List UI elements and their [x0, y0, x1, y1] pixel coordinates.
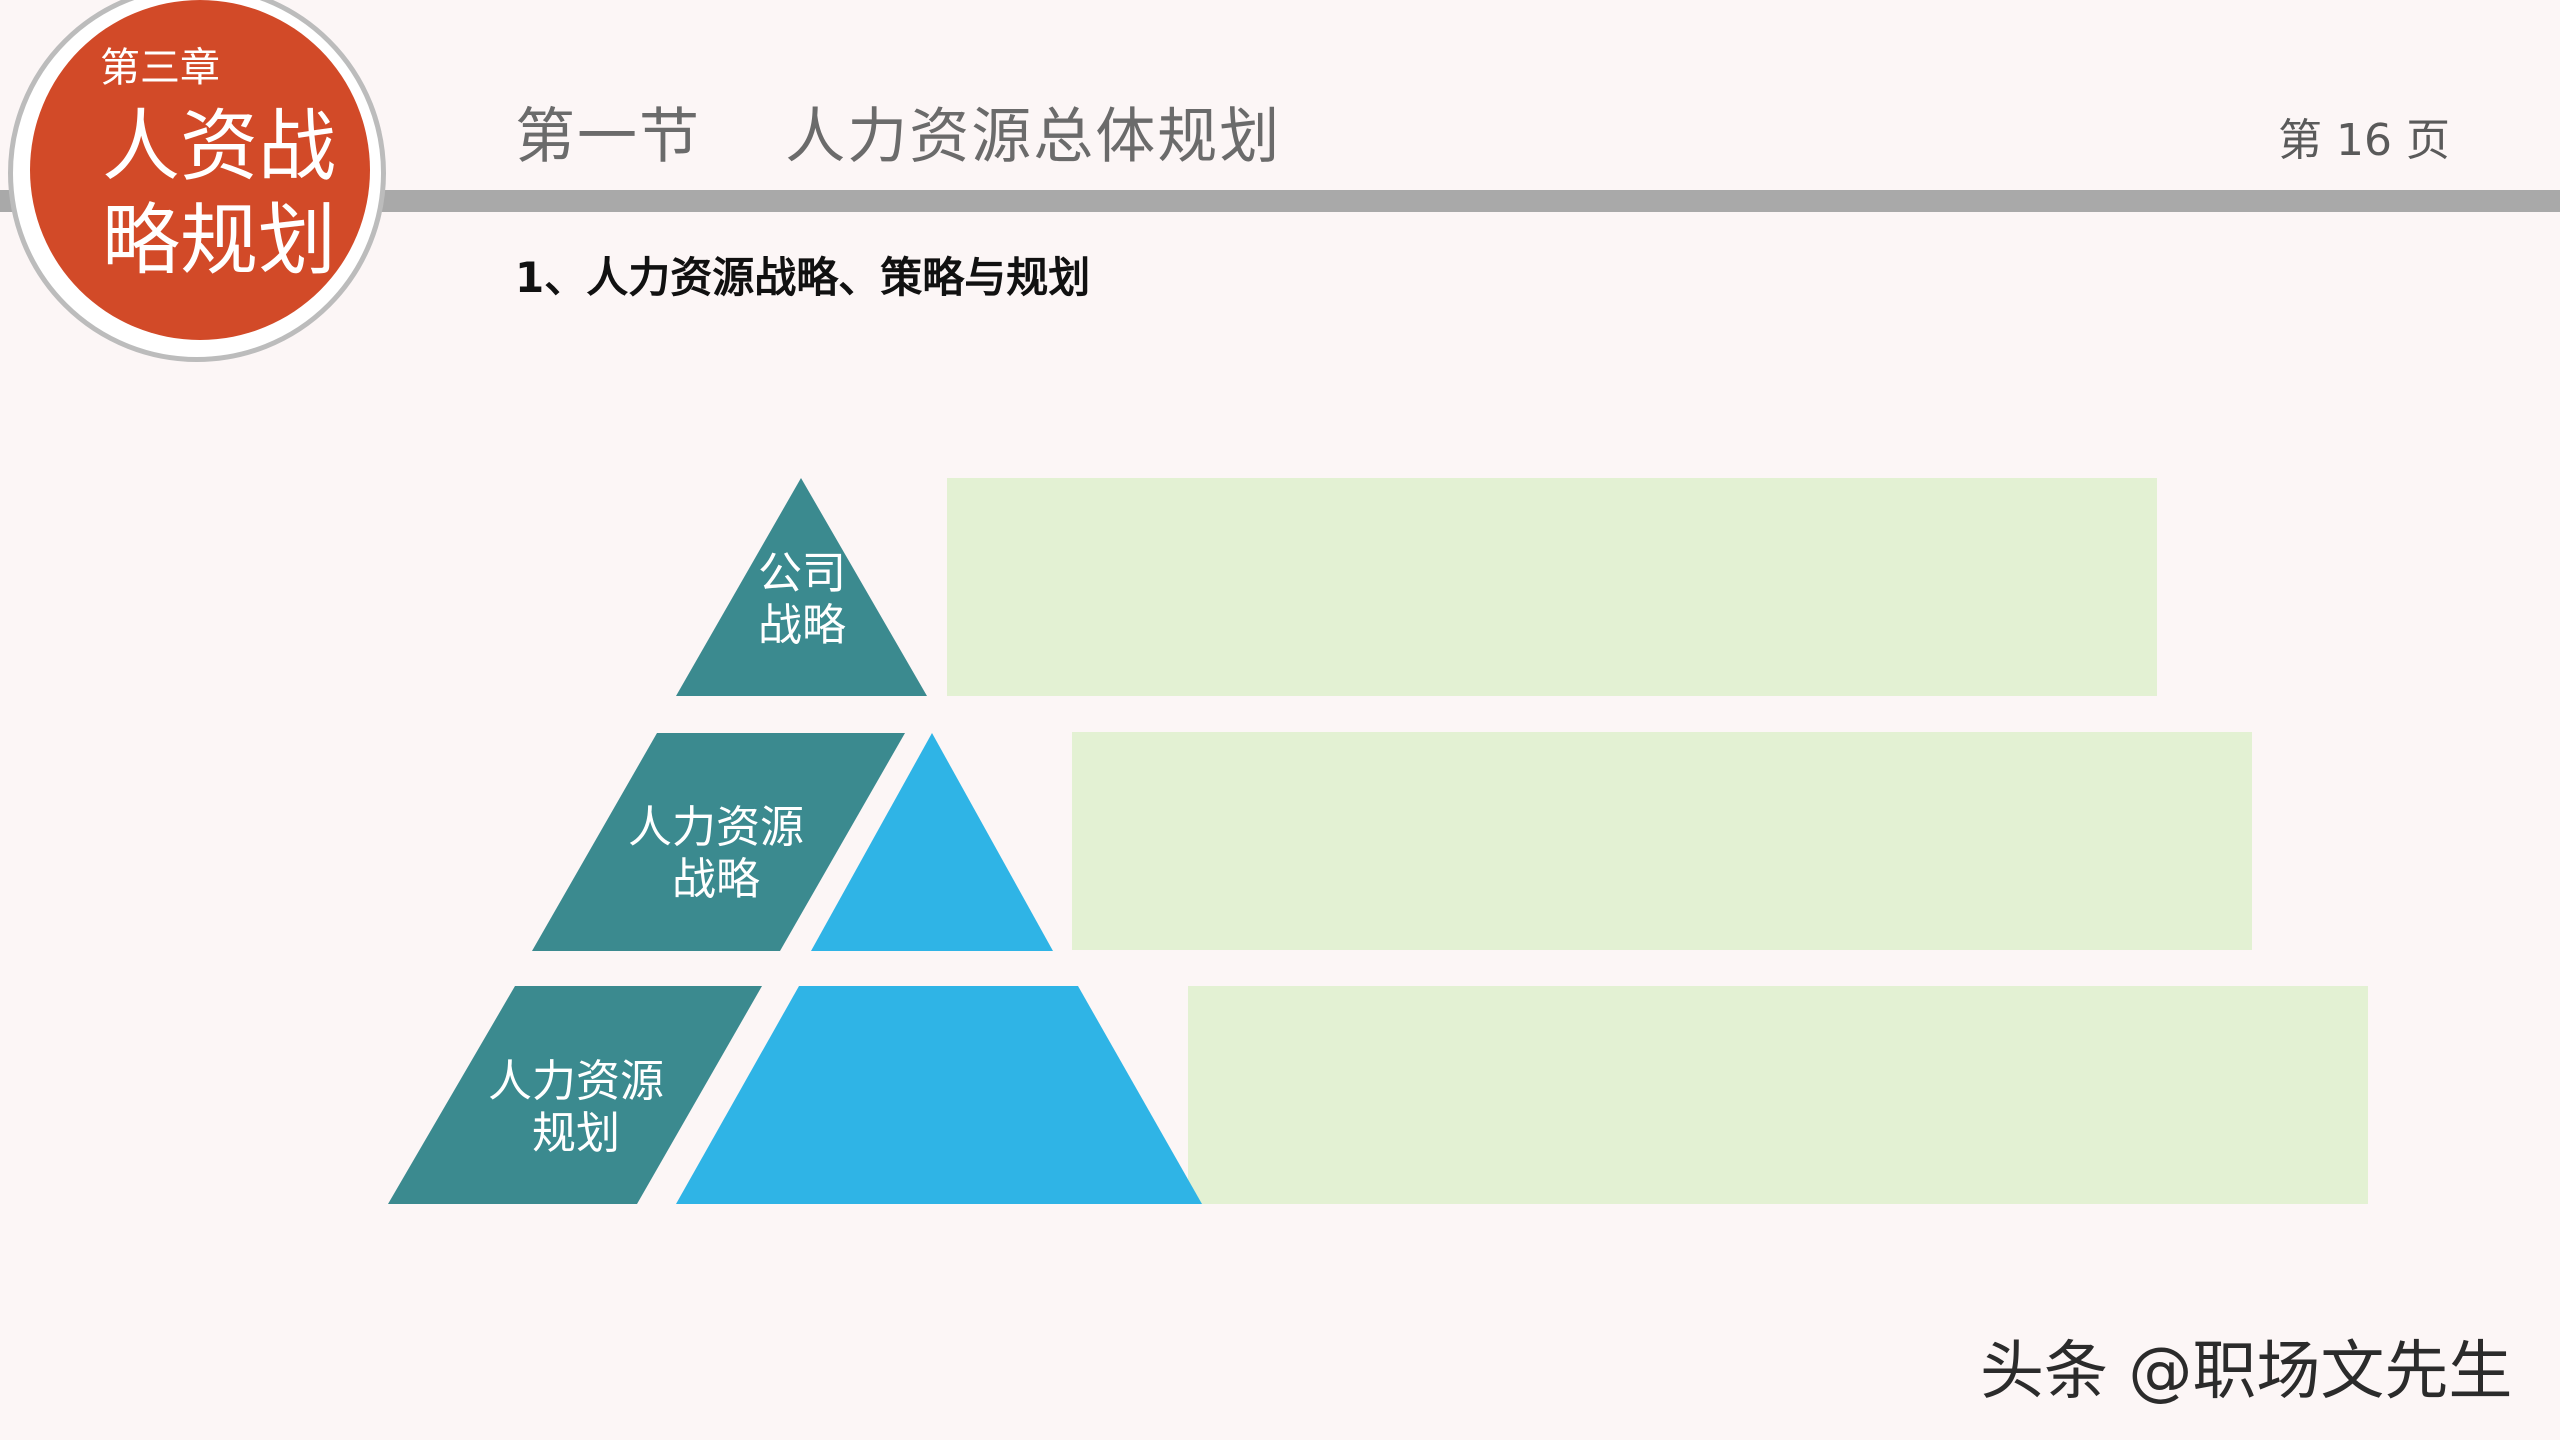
strategy-textbox [947, 478, 2157, 696]
blue-triangle-middle [811, 733, 1053, 951]
chapter-label: 第三章 [100, 45, 220, 91]
blue-trapezoid-bottom [676, 986, 1202, 1204]
pyramid-bottom-segment [388, 986, 762, 1204]
section-title: 第一节 人力资源总体规划 [515, 102, 1282, 172]
pyramid-label-hr-planning: 人力资源规划 [488, 1056, 664, 1159]
chapter-badge: 第三章 人资战略规划 [30, 0, 370, 340]
slide-subtitle: 1、人力资源战略、策略与规划 [515, 253, 1091, 302]
watermark: 头条 @职场文先生 [1980, 1335, 2513, 1409]
page-number: 第 16 页 [2278, 115, 2450, 166]
hr-strategy-textbox [1072, 732, 2252, 950]
chapter-title: 人资战略规划 [102, 102, 337, 286]
hr-planning-textbox [1188, 986, 2368, 1204]
pyramid-label-hr-strategy: 人力资源战略 [628, 802, 804, 905]
pyramid-label-company-strategy: 公司战略 [758, 548, 846, 651]
header-divider-bar [0, 190, 2560, 212]
pyramid-middle-segment [532, 733, 905, 951]
pyramid-top-segment [676, 478, 927, 696]
